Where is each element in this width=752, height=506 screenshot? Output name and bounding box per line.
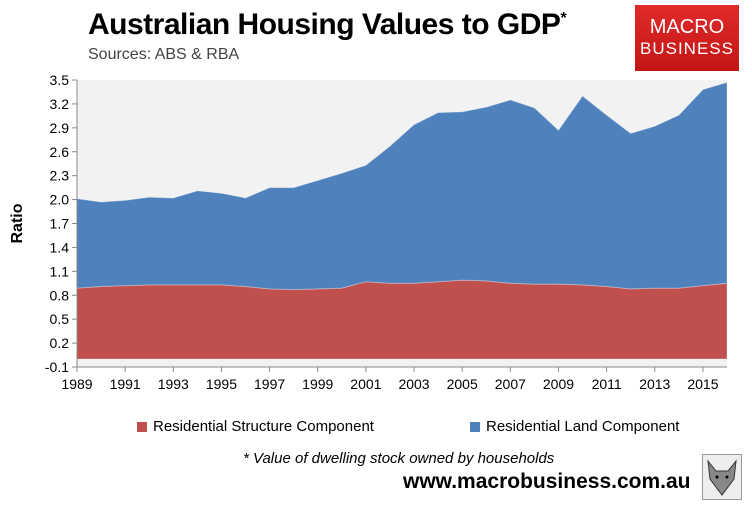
x-tick-label: 2011 bbox=[592, 376, 622, 392]
x-tick-label: 2005 bbox=[447, 376, 478, 392]
x-tick-label: 1991 bbox=[110, 376, 141, 392]
website-url[interactable]: www.macrobusiness.com.au bbox=[403, 470, 691, 493]
y-tick-label: 1.7 bbox=[50, 216, 70, 232]
x-tick-label: 1989 bbox=[61, 376, 92, 392]
x-tick-label: 1997 bbox=[254, 376, 285, 392]
y-tick-label: 0.8 bbox=[50, 287, 70, 303]
y-tick-label: 2.6 bbox=[50, 144, 70, 160]
x-tick-label: 2009 bbox=[543, 376, 574, 392]
legend-label: Residential Land Component bbox=[486, 418, 680, 435]
y-tick-label: 2.3 bbox=[50, 168, 70, 184]
legend-swatch-land bbox=[470, 421, 480, 432]
y-tick-label: 2.0 bbox=[50, 192, 70, 208]
legend-item-land: Residential Land Component bbox=[470, 418, 679, 435]
footnote: * Value of dwelling stock owned by house… bbox=[243, 450, 555, 467]
y-tick-label: 3.5 bbox=[50, 72, 70, 88]
x-tick-label: 2013 bbox=[639, 376, 670, 392]
y-tick-label: 2.9 bbox=[50, 120, 70, 136]
macrobusiness-logo: MACRO BUSINESS bbox=[635, 5, 739, 71]
legend-swatch-structure bbox=[137, 421, 147, 432]
y-tick-label: 1.1 bbox=[50, 263, 70, 279]
y-tick-label: 3.2 bbox=[50, 96, 70, 112]
wolf-icon bbox=[702, 454, 742, 500]
x-tick-label: 2001 bbox=[350, 376, 381, 392]
x-tick-label: 1995 bbox=[206, 376, 237, 392]
y-axis-label: Ratio bbox=[9, 203, 26, 243]
y-tick-label: 0.2 bbox=[50, 335, 70, 351]
area-series-structure bbox=[76, 279, 728, 360]
chart-title: Australian Housing Values to GDP* bbox=[88, 8, 567, 41]
y-tick-label: 1.4 bbox=[50, 239, 70, 255]
y-tick-label: 0.5 bbox=[50, 311, 70, 327]
x-tick-label: 2007 bbox=[495, 376, 526, 392]
y-tick-label: -0.1 bbox=[45, 359, 69, 375]
legend-label: Residential Structure Component bbox=[153, 418, 374, 435]
legend-item-structure: Residential Structure Component bbox=[137, 418, 374, 435]
x-tick-label: 2003 bbox=[398, 376, 429, 392]
x-tick-label: 1993 bbox=[158, 376, 189, 392]
x-tick-label: 2015 bbox=[687, 376, 718, 392]
area-series-land bbox=[76, 81, 728, 291]
x-tick-label: 1999 bbox=[302, 376, 333, 392]
chart-subtitle: Sources: ABS & RBA bbox=[88, 46, 240, 63]
